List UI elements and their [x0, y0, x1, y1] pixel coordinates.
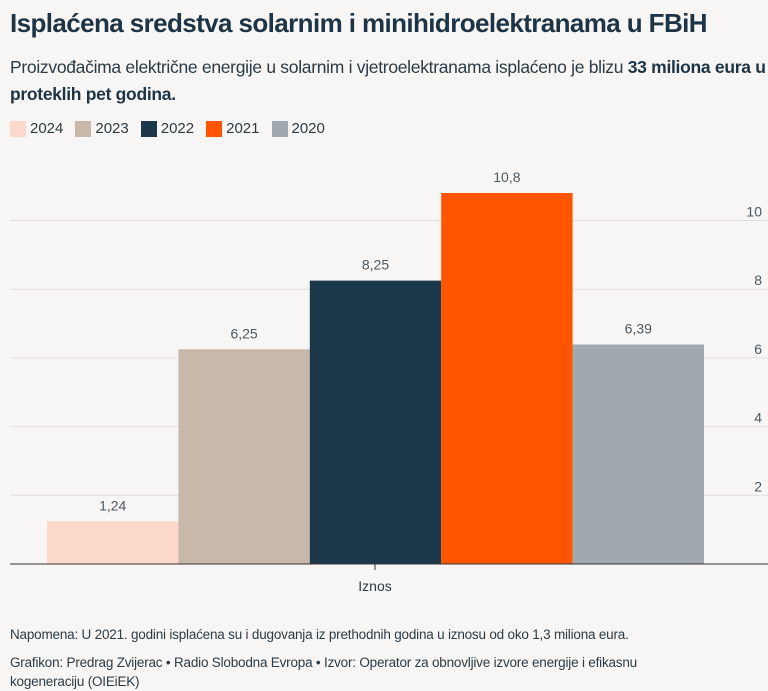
y-tick-label: 4 — [754, 410, 762, 426]
x-category-label: Iznos — [358, 578, 391, 594]
legend-item-2022: 2022 — [140, 120, 195, 137]
legend-item-2021: 2021 — [206, 120, 260, 137]
bar-2020 — [572, 344, 704, 564]
data-label: 1,24 — [99, 497, 126, 513]
legend-label: 2021 — [226, 120, 260, 137]
credit: Grafikon: Predrag Zvijerac • Radio Slobo… — [10, 655, 637, 689]
bar-2023 — [178, 349, 310, 564]
data-label: 8,25 — [362, 257, 389, 273]
legend-swatch — [140, 120, 157, 137]
legend-swatch — [75, 120, 92, 137]
legend-swatch — [271, 120, 288, 137]
legend-label: 2020 — [291, 120, 325, 137]
chart-title: Isplaćena sredstva solarnim i minihidroe… — [10, 8, 708, 38]
y-tick-label: 6 — [754, 341, 762, 357]
y-tick-label: 2 — [754, 478, 762, 494]
legend-item-2023: 2023 — [75, 120, 129, 137]
data-label: 10,8 — [493, 169, 520, 185]
data-label: 6,39 — [625, 321, 652, 337]
y-tick-label: 8 — [754, 272, 762, 288]
legend-swatch — [206, 120, 223, 137]
legend-label: 2024 — [30, 120, 64, 137]
bar-2024 — [47, 521, 179, 564]
data-label: 6,25 — [230, 325, 257, 341]
chart-subtitle: Proizvođačima električne energije u sola… — [10, 57, 766, 104]
bar-chart: 2 4 6 8 10 1,24 6,25 8,25 10,8 6,39 Iznos — [10, 169, 768, 594]
note: Napomena: U 2021. godini isplaćena su i … — [10, 627, 629, 642]
legend-item-2024: 2024 — [10, 120, 63, 137]
legend-swatch — [10, 120, 26, 137]
legend: 2024 2023 2022 2021 2020 — [10, 120, 325, 137]
bar-2021 — [441, 193, 573, 564]
y-tick-label: 10 — [746, 204, 762, 220]
bar-2022 — [309, 280, 442, 564]
legend-item-2020: 2020 — [271, 120, 325, 137]
legend-label: 2023 — [95, 120, 129, 137]
legend-label: 2022 — [160, 120, 195, 137]
